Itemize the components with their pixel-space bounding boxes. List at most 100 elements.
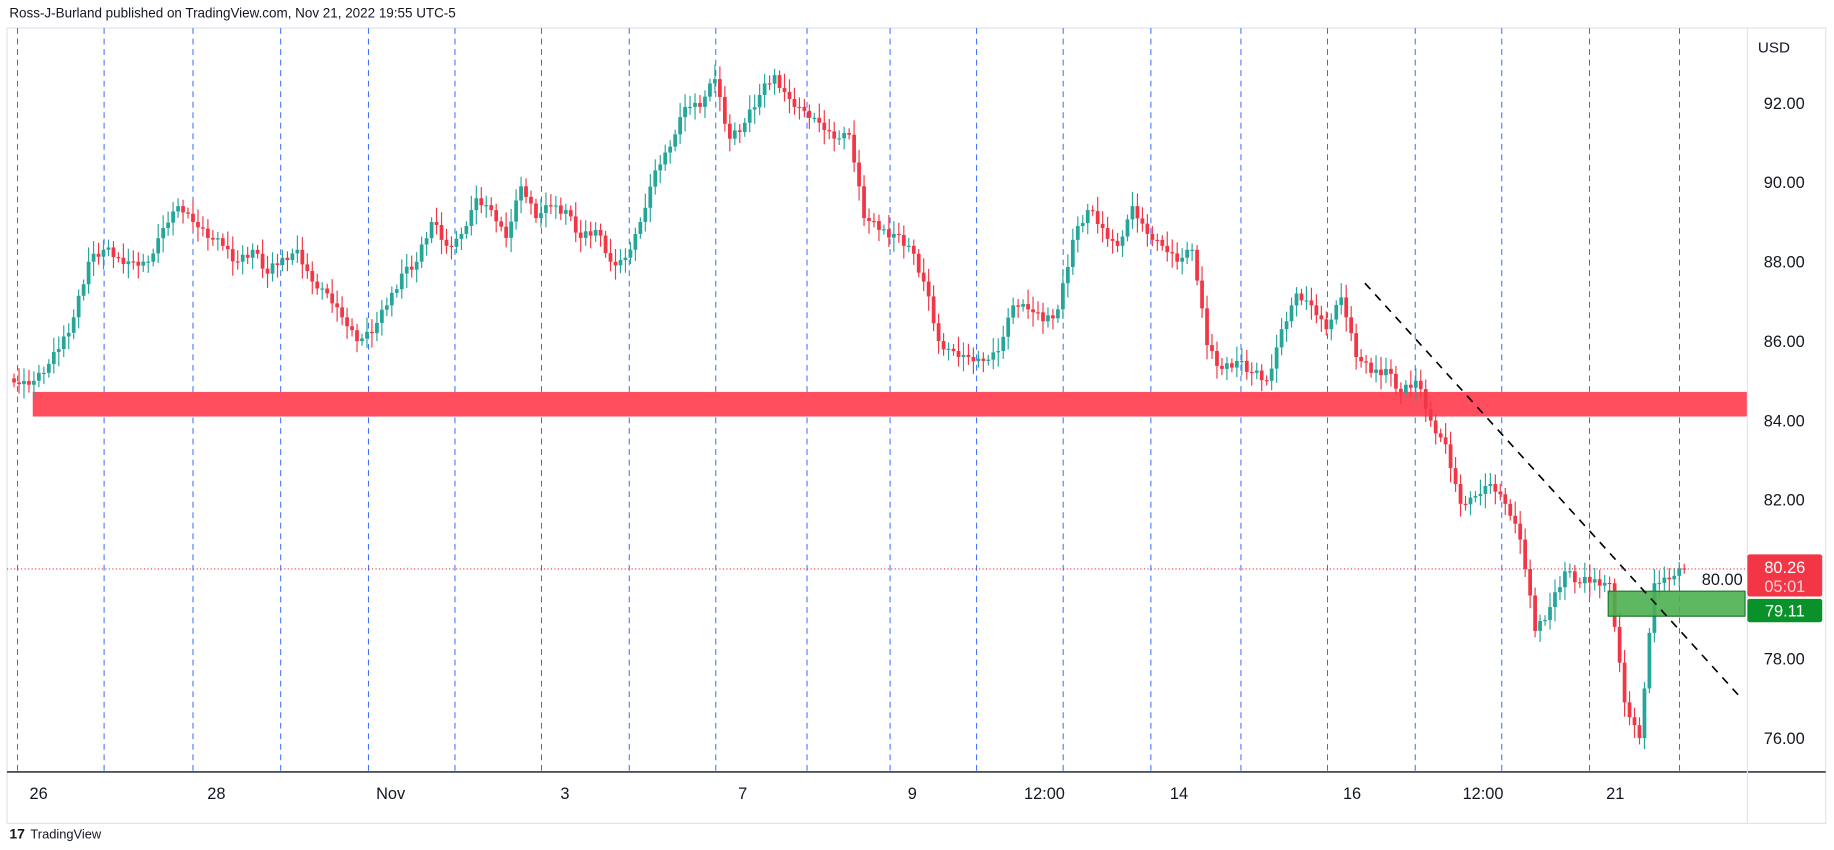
support-price-badge: 79.11 bbox=[1747, 598, 1823, 623]
candle-body bbox=[225, 245, 230, 250]
candle-body bbox=[1061, 283, 1065, 310]
time-tick: 28 bbox=[207, 785, 225, 803]
candle-body bbox=[380, 309, 384, 323]
candle-body bbox=[1075, 225, 1080, 240]
candle-body bbox=[1046, 315, 1050, 322]
candle-body bbox=[683, 106, 687, 118]
candle-body bbox=[1558, 587, 1562, 593]
candle-body bbox=[394, 289, 399, 293]
candle-body bbox=[1234, 360, 1239, 368]
candle-body bbox=[1180, 257, 1185, 262]
tradingview-logo[interactable]: 17 TradingView bbox=[9, 826, 102, 842]
candle-body bbox=[529, 196, 533, 204]
candle-body bbox=[1488, 484, 1493, 486]
candle-body bbox=[563, 210, 568, 214]
tradingview-brand: TradingView bbox=[30, 827, 101, 842]
candle-body bbox=[220, 238, 225, 246]
candle-body bbox=[285, 257, 290, 261]
candle-body bbox=[797, 106, 802, 109]
candle-body bbox=[648, 186, 653, 208]
candle-body bbox=[1418, 380, 1423, 390]
candle-body bbox=[1572, 571, 1577, 583]
candle-body bbox=[454, 238, 459, 247]
candle-body bbox=[76, 295, 81, 318]
price-tick: 76.00 bbox=[1764, 730, 1805, 748]
candle-body bbox=[414, 261, 419, 270]
candle-body bbox=[578, 232, 583, 238]
candle-body bbox=[201, 227, 205, 229]
candle-body bbox=[1115, 240, 1120, 246]
candle-body bbox=[1080, 223, 1085, 226]
candle-body bbox=[539, 213, 543, 219]
candle-body bbox=[196, 222, 200, 228]
candle-body bbox=[638, 222, 643, 234]
candle-body bbox=[235, 261, 240, 263]
candle-body bbox=[613, 261, 618, 266]
candle-body bbox=[1602, 582, 1607, 586]
candle-body bbox=[1597, 579, 1602, 586]
candle-body bbox=[752, 107, 757, 110]
candle-body bbox=[1548, 607, 1552, 620]
candle-body bbox=[1090, 210, 1095, 212]
resistance-zone[interactable] bbox=[32, 391, 1748, 417]
candle-body bbox=[951, 348, 956, 352]
candle-body bbox=[732, 130, 737, 139]
candle-body bbox=[673, 134, 678, 147]
candle-body bbox=[981, 358, 986, 361]
price-axis[interactable]: 92.00 90.00 88.00 86.00 84.00 82.00 80.00 78.00… bbox=[1702, 95, 1805, 748]
candle-body bbox=[409, 266, 414, 270]
time-axis[interactable]: 26 28 Nov 3 7 9 12:00 14 16 12:00 21 bbox=[29, 785, 1624, 803]
candle-body bbox=[817, 117, 822, 123]
candle-body bbox=[986, 359, 991, 361]
candle-body bbox=[1006, 317, 1011, 337]
candle-body bbox=[444, 239, 449, 246]
candle-body bbox=[469, 210, 474, 226]
candle-body bbox=[1617, 626, 1622, 663]
support-zone[interactable] bbox=[1607, 590, 1746, 617]
time-tick: Nov bbox=[376, 785, 406, 803]
price-tick: 82.00 bbox=[1764, 492, 1805, 510]
candle-body bbox=[1145, 223, 1150, 234]
candle-body bbox=[598, 229, 603, 236]
candle-body bbox=[1592, 579, 1597, 583]
candle-body bbox=[742, 122, 747, 133]
countdown-value: 05:01 bbox=[1764, 578, 1805, 596]
candle-body bbox=[524, 186, 528, 197]
trendline[interactable] bbox=[1364, 282, 1740, 697]
candle-body bbox=[389, 292, 394, 306]
candle-body bbox=[1170, 252, 1175, 254]
candle-body bbox=[1239, 360, 1244, 363]
time-tick: 9 bbox=[908, 785, 917, 803]
candle-body bbox=[1607, 582, 1612, 585]
candle-body bbox=[946, 348, 951, 350]
candle-body bbox=[1553, 592, 1557, 608]
candle-body bbox=[1195, 249, 1199, 281]
candle-body bbox=[1304, 300, 1309, 302]
candle-body bbox=[588, 231, 593, 236]
candle-body bbox=[911, 245, 916, 254]
candle-body bbox=[1026, 304, 1030, 310]
candle-body bbox=[827, 130, 832, 132]
candle-body bbox=[1299, 293, 1304, 301]
candle-body bbox=[857, 162, 861, 187]
candle-body bbox=[1657, 582, 1662, 585]
candle-body bbox=[1319, 315, 1324, 320]
candle-body bbox=[315, 281, 320, 289]
candle-body bbox=[181, 206, 185, 213]
candle-body bbox=[1672, 575, 1677, 580]
candle-body bbox=[1065, 267, 1070, 284]
candle-body bbox=[499, 221, 504, 227]
candle-body bbox=[61, 336, 66, 350]
candle-body bbox=[1294, 293, 1299, 306]
candle-body bbox=[1394, 373, 1398, 389]
candle-body bbox=[1085, 210, 1090, 224]
candle-body bbox=[971, 356, 976, 362]
candle-body bbox=[668, 146, 673, 153]
candle-body bbox=[1095, 211, 1100, 224]
candle-body bbox=[991, 352, 996, 360]
publish-caption: Ross-J-Burland published on TradingView.… bbox=[9, 6, 455, 21]
candle-body bbox=[131, 261, 136, 263]
candle-body bbox=[1627, 702, 1632, 718]
candle-body bbox=[737, 130, 742, 133]
